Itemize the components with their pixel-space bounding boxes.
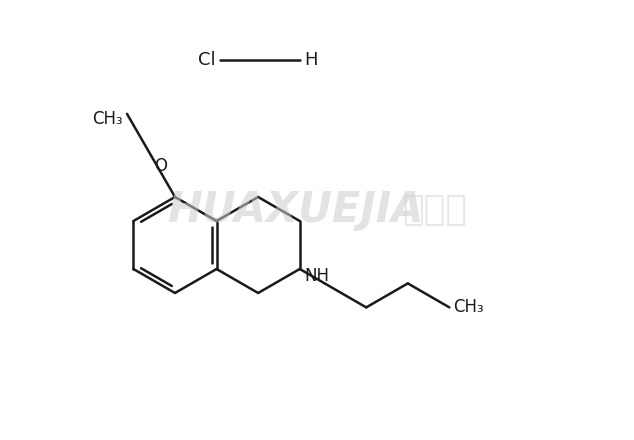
Text: CH₃: CH₃ (93, 110, 123, 128)
Text: 化学加: 化学加 (403, 193, 467, 227)
Text: O: O (154, 158, 167, 176)
Text: CH₃: CH₃ (453, 298, 484, 316)
Text: NH: NH (305, 267, 330, 285)
Text: Cl: Cl (198, 51, 216, 69)
Text: HUAXUEJIA: HUAXUEJIA (167, 189, 424, 231)
Text: H: H (304, 51, 318, 69)
